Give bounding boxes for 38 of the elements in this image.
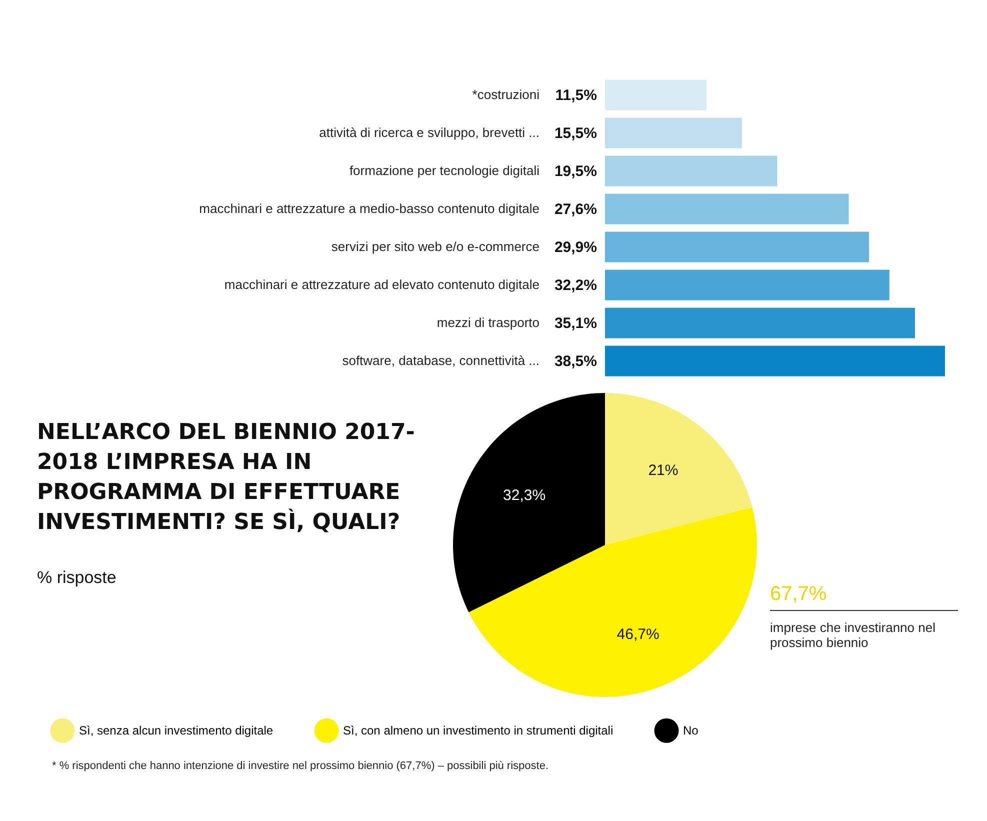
data-label: 11,5%	[555, 87, 597, 104]
bar	[605, 156, 778, 186]
data-label: 46,7%	[616, 626, 660, 644]
data-label: 38,5%	[554, 353, 597, 370]
y-tick-label: mezzi di trasporto	[436, 315, 540, 330]
data-label: 32,3%	[503, 486, 546, 504]
bar	[605, 232, 870, 262]
text: % risposte	[37, 568, 116, 588]
legend-label: No	[683, 724, 699, 738]
data-label: 29,9%	[554, 239, 597, 256]
y-tick-label: attività di ricerca e sviluppo, brevetti ...	[319, 125, 540, 140]
data-label: 15,5%	[554, 125, 597, 142]
bar	[605, 308, 915, 338]
text: imprese che investiranno nel prossimo biennio	[770, 620, 936, 650]
pie-slice	[468, 507, 757, 697]
legend-label: Sì, con almeno un investimento in strumenti digitali	[343, 724, 614, 738]
y-tick-label: macchinari e attrezzature a medio-basso contenuto digitale	[199, 201, 540, 216]
text: NELL’ARCO DEL BIENNIO 2017-2018 L’IMPRESA HA IN PROGRAMMA DI EFFETTUARE INVESTIMENTI? SE SÌ, QUALI?	[37, 419, 416, 537]
bar	[605, 346, 945, 376]
bar	[605, 270, 890, 300]
y-tick-label: servizi per sito web e/o e-commerce	[331, 239, 540, 254]
data-label: 32,2%	[554, 277, 597, 294]
pie-slice	[605, 393, 752, 545]
data-label: 19,5%	[554, 163, 597, 180]
text: * % rispondenti che hanno intenzione di investire nel prossimo biennio (67,7%) – possibili più risposte.	[52, 760, 549, 772]
pie-slice	[453, 393, 605, 612]
bar	[605, 194, 849, 224]
bar	[605, 118, 742, 148]
legend-label: Sì, senza alcun investimento digitale	[79, 724, 274, 738]
data-label: 35,1%	[554, 315, 597, 332]
y-tick-label: formazione per tecnologie digitali	[349, 163, 540, 178]
data-label: 21%	[648, 462, 678, 479]
text: 67,7%	[770, 583, 958, 611]
y-tick-label: software, database, connettività ...	[342, 353, 540, 368]
y-tick-label: *costruzioni	[472, 87, 540, 102]
data-label: 27,6%	[554, 201, 597, 218]
y-tick-label: macchinari e attrezzature ad elevato contenuto digitale	[224, 277, 540, 292]
bar	[605, 80, 707, 110]
